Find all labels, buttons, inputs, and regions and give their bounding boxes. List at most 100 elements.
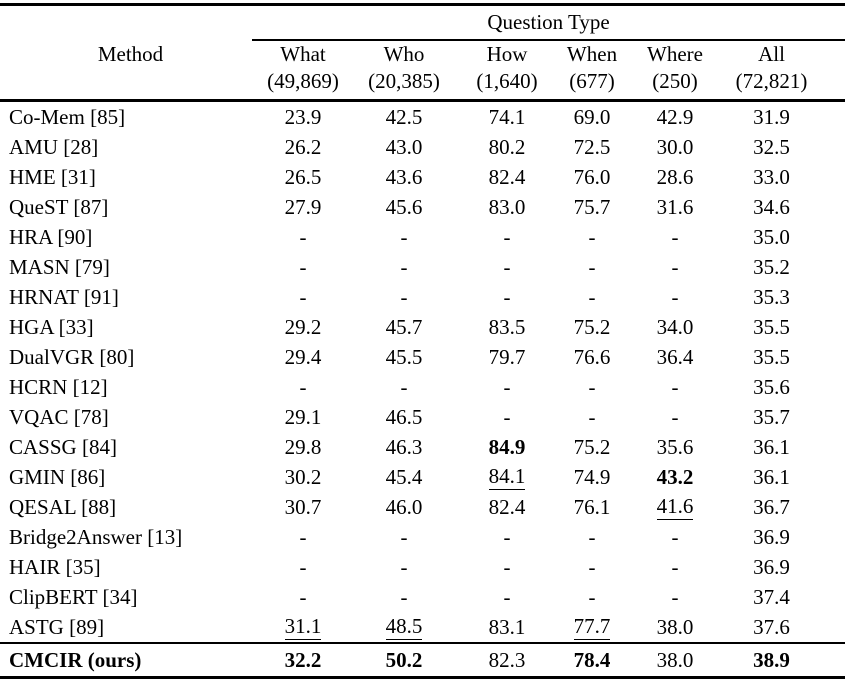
table-cell: 42.5: [354, 101, 454, 133]
table-cell: 83.5: [454, 312, 560, 342]
cell-value: -: [588, 284, 596, 309]
cell-value: 33.0: [753, 164, 790, 189]
cell-value: -: [400, 554, 408, 579]
table-row: HAIR [35] - - - - - 36.9: [0, 552, 845, 582]
header-counts-row: (49,869) (20,385) (1,640) (677) (250) (7…: [0, 68, 845, 102]
table-cell: -: [454, 522, 560, 552]
cell-value: -: [671, 284, 679, 309]
cell-value: 83.0: [488, 194, 526, 219]
cell-value: 29.1: [284, 404, 322, 429]
cell-value: 75.7: [573, 194, 611, 219]
table-cell: 46.3: [354, 432, 454, 462]
cell-value: 76.0: [573, 164, 611, 189]
table-cell: 36.9: [726, 552, 845, 582]
table-cell: 80.2: [454, 132, 560, 162]
cell-value: -: [588, 254, 596, 279]
table-cell: -: [560, 552, 624, 582]
cell-value: 35.5: [753, 314, 790, 339]
cell-value: -: [503, 584, 511, 609]
table-cell: 36.1: [726, 432, 845, 462]
cell-value: 41.6: [656, 494, 694, 520]
table-cell: -: [624, 552, 726, 582]
table-cell: 36.1: [726, 462, 845, 492]
table-cell: -: [252, 252, 354, 282]
cell-value: 29.2: [284, 314, 322, 339]
cell-value: 30.2: [284, 464, 322, 489]
table-cell: -: [252, 282, 354, 312]
table-cell: -: [454, 582, 560, 612]
table-row: VQAC [78] 29.1 46.5 - - - 35.7: [0, 402, 845, 432]
table-cell: 45.7: [354, 312, 454, 342]
table-row: HRNAT [91] - - - - - 35.3: [0, 282, 845, 312]
table-cell: -: [454, 222, 560, 252]
column-header-what: What: [280, 42, 326, 66]
cell-value: 72.5: [573, 134, 611, 159]
method-cell: HRNAT [91]: [0, 282, 252, 312]
cell-value: -: [400, 224, 408, 249]
table-cell: 84.1: [454, 462, 560, 492]
table-cell: 35.5: [726, 312, 845, 342]
method-cell: HME [31]: [0, 162, 252, 192]
table-cell: 45.6: [354, 192, 454, 222]
table-cell: -: [560, 252, 624, 282]
method-cell: VQAC [78]: [0, 402, 252, 432]
table-cell: -: [354, 372, 454, 402]
header-group-row: Question Type: [0, 4, 845, 41]
method-cell: Co-Mem [85]: [0, 101, 252, 133]
column-count-what: (49,869): [252, 68, 354, 102]
table-cell: -: [560, 402, 624, 432]
method-name: Co-Mem [85]: [9, 104, 126, 129]
cell-value: 50.2: [385, 647, 423, 672]
cell-value: 32.2: [284, 647, 322, 672]
cell-value: 29.8: [284, 434, 322, 459]
table-cell: -: [354, 222, 454, 252]
table-cell: 43.0: [354, 132, 454, 162]
cell-value: 43.6: [385, 164, 423, 189]
method-cell: AMU [28]: [0, 132, 252, 162]
cell-value: 46.3: [385, 434, 423, 459]
table-cell: 32.5: [726, 132, 845, 162]
method-name: GMIN [86]: [9, 464, 106, 489]
method-name: QESAL [88]: [9, 494, 117, 519]
table-cell: -: [354, 282, 454, 312]
cell-value: -: [671, 524, 679, 549]
cell-value: 28.6: [656, 164, 694, 189]
table-cell: 30.7: [252, 492, 354, 522]
method-cell: Bridge2Answer [13]: [0, 522, 252, 552]
table-cell: 75.7: [560, 192, 624, 222]
table-cell: 76.0: [560, 162, 624, 192]
table-cell: 35.7: [726, 402, 845, 432]
method-cell: GMIN [86]: [0, 462, 252, 492]
table-row: ClipBERT [34] - - - - - 37.4: [0, 582, 845, 612]
table-cell: -: [252, 222, 354, 252]
table-cell: 72.5: [560, 132, 624, 162]
table-cell: 30.2: [252, 462, 354, 492]
cell-value: 82.4: [488, 494, 526, 519]
table-cell: -: [560, 372, 624, 402]
cell-value: -: [588, 584, 596, 609]
table-cell: 34.6: [726, 192, 845, 222]
cell-value: 83.5: [488, 314, 526, 339]
table-cell: 36.9: [726, 522, 845, 552]
table-cell: -: [560, 522, 624, 552]
cell-value: 27.9: [284, 194, 322, 219]
cell-value: -: [588, 224, 596, 249]
cell-value: -: [671, 584, 679, 609]
cell-value: 84.1: [488, 464, 526, 490]
cell-value: 36.7: [753, 494, 790, 519]
method-name: HME [31]: [9, 164, 96, 189]
cell-value: 83.1: [488, 614, 526, 639]
table-row: HCRN [12] - - - - - 35.6: [0, 372, 845, 402]
table-cell: 30.0: [624, 132, 726, 162]
cell-value: 42.9: [656, 104, 694, 129]
method-cell: QESAL [88]: [0, 492, 252, 522]
cell-value: -: [400, 254, 408, 279]
table-cell: 35.2: [726, 252, 845, 282]
table-cell: 31.1: [252, 612, 354, 644]
table-cell: 26.2: [252, 132, 354, 162]
table-cell: 29.2: [252, 312, 354, 342]
method-name: VQAC [78]: [9, 404, 109, 429]
cell-value: 45.4: [385, 464, 423, 489]
cell-value: 35.6: [656, 434, 694, 459]
cell-value: 74.9: [573, 464, 611, 489]
